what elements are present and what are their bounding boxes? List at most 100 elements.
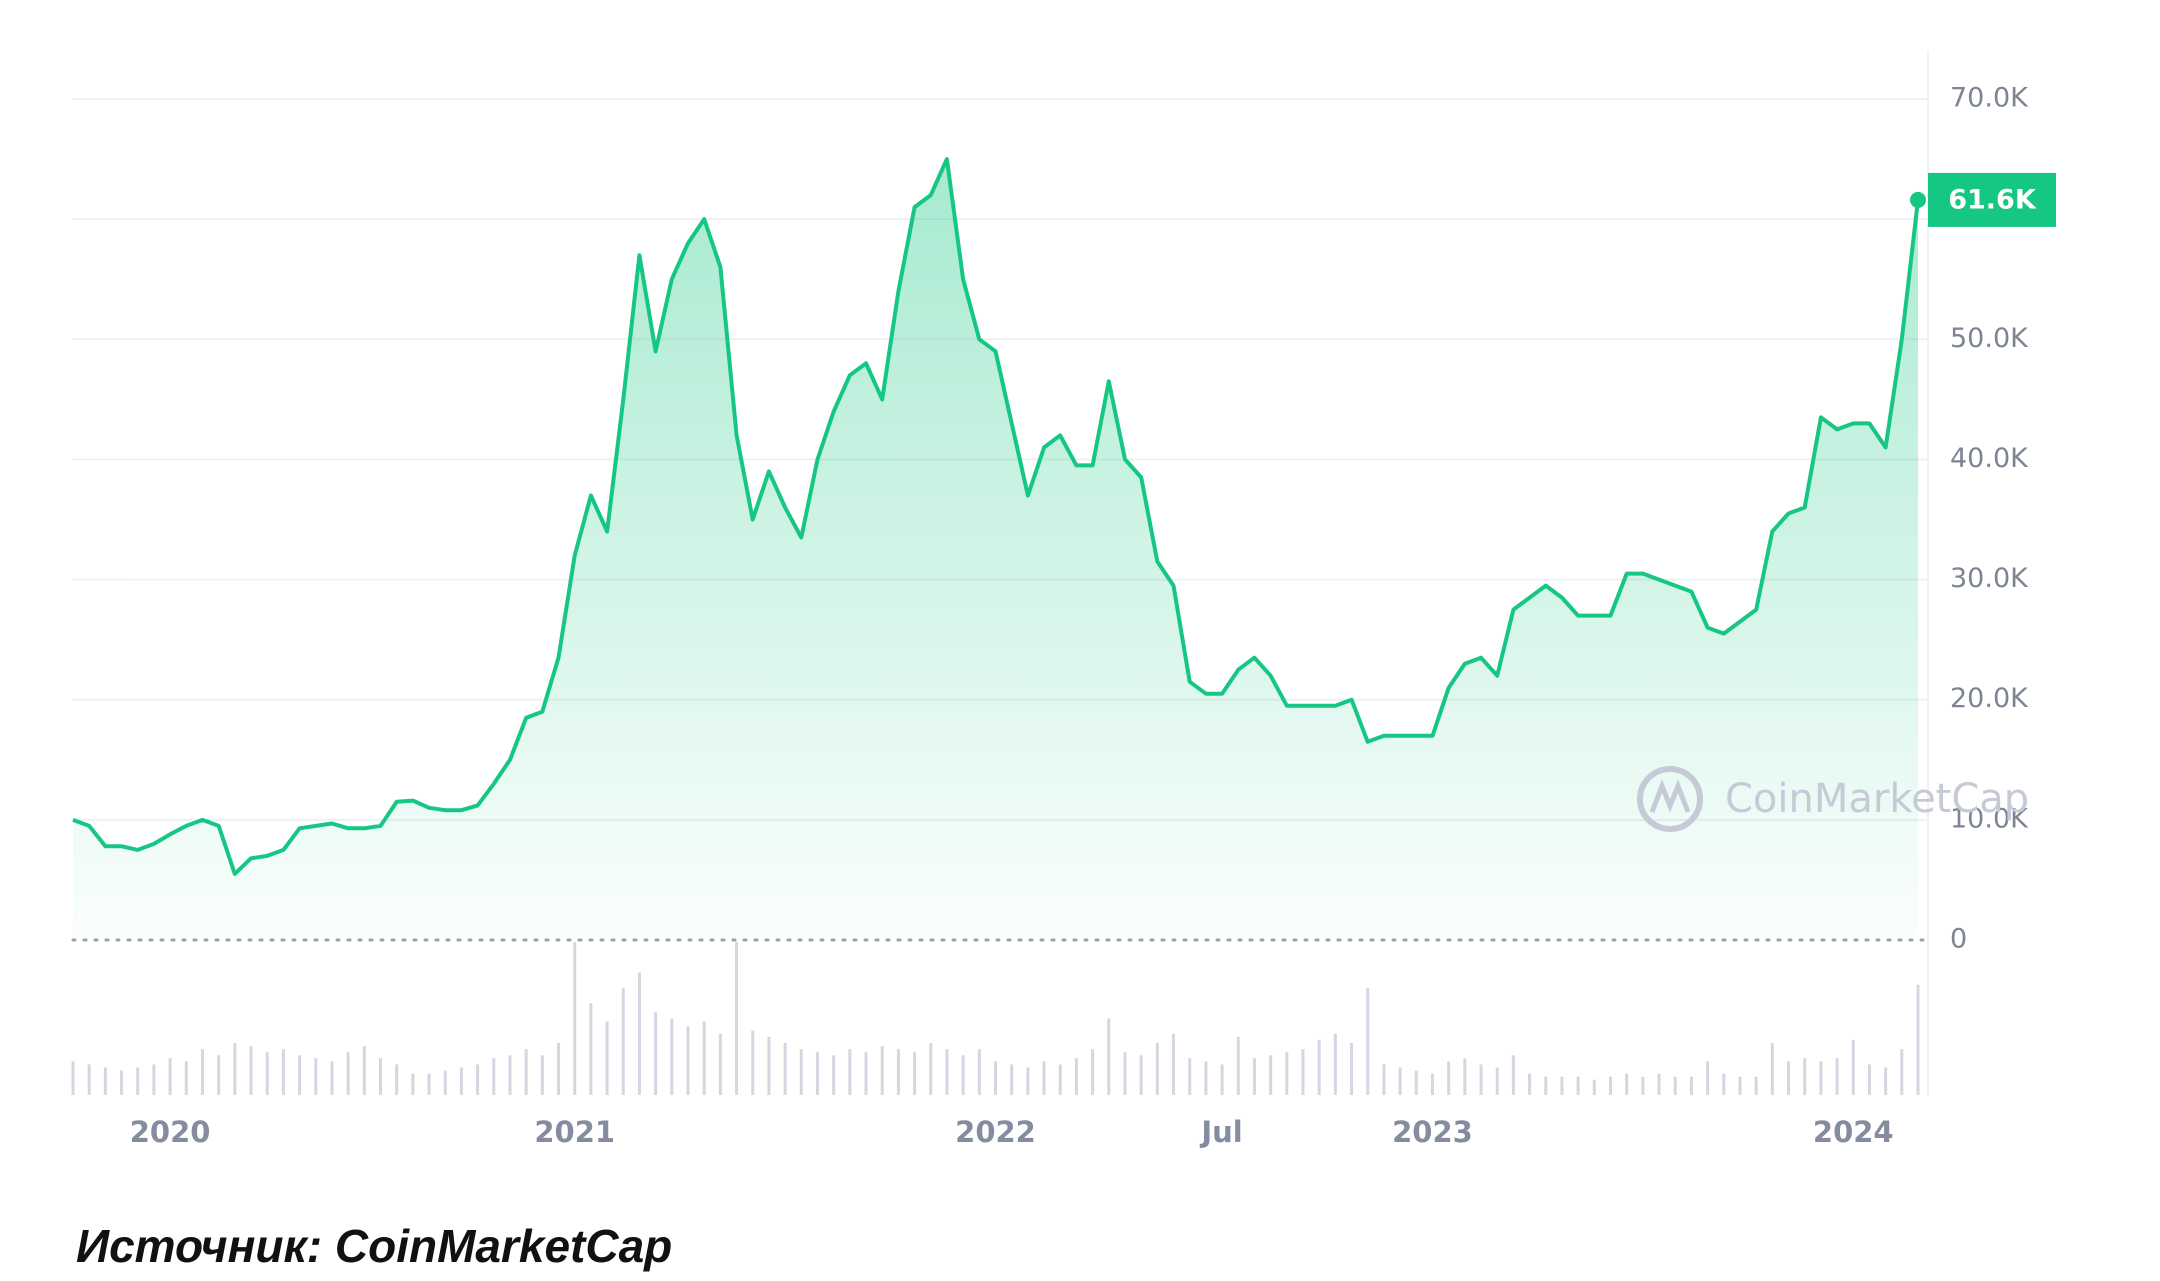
volume-bar	[540, 1055, 544, 1095]
volume-bar	[767, 1036, 771, 1095]
volume-bar	[1172, 1033, 1176, 1095]
volume-bar	[1058, 1064, 1062, 1095]
volume-bar	[832, 1055, 836, 1095]
volume-bar	[1155, 1042, 1159, 1095]
volume-bar	[815, 1052, 819, 1095]
volume-bar	[1188, 1058, 1192, 1095]
volume-bar	[1544, 1076, 1548, 1095]
volume-bar	[589, 1003, 593, 1095]
volume-bar	[443, 1070, 447, 1095]
volume-bar	[168, 1058, 172, 1095]
area-fill	[73, 159, 1918, 941]
volume-bar	[1867, 1064, 1871, 1095]
volume-bar	[1333, 1033, 1337, 1095]
watermark-logo	[1637, 766, 1703, 832]
volume-bar	[1722, 1073, 1726, 1095]
volume-bar	[314, 1058, 318, 1095]
volume-bar	[799, 1049, 803, 1095]
volume-bar	[1382, 1064, 1386, 1095]
volume-bar	[637, 972, 641, 1095]
volume-bar	[1787, 1061, 1791, 1095]
volume-bar	[524, 1049, 528, 1095]
y-tick-label: 10.0K	[1950, 803, 2029, 834]
volume-bar	[136, 1067, 140, 1095]
volume-bar	[573, 942, 577, 1095]
volume-bar	[783, 1042, 787, 1095]
current-dot	[1910, 191, 1926, 208]
volume-bar	[71, 1061, 75, 1095]
x-tick-label: 2024	[1813, 1115, 1894, 1149]
volume-bar	[184, 1061, 188, 1095]
x-tick-label: 2020	[130, 1115, 211, 1149]
volume-bar	[1350, 1042, 1354, 1095]
volume-bar	[751, 1030, 755, 1095]
x-tick-label: 2023	[1392, 1115, 1473, 1149]
volume-bar	[233, 1042, 237, 1095]
volume-bar	[152, 1064, 156, 1095]
watermark-text: CoinMarketCap	[1725, 776, 2029, 822]
volume-bar	[1560, 1076, 1564, 1095]
volume-bar	[476, 1064, 480, 1095]
volume-bar	[1835, 1058, 1839, 1095]
volume-bar	[1414, 1070, 1418, 1095]
watermark-logo	[1649, 779, 1691, 813]
volume-bar	[281, 1049, 285, 1095]
volume-bar	[994, 1061, 997, 1095]
y-tick-label: 30.0K	[1950, 563, 2029, 594]
volume-bar	[977, 1049, 981, 1095]
volume-bar	[1301, 1049, 1305, 1095]
volume-bar	[654, 1012, 658, 1095]
volume-bar	[200, 1049, 204, 1095]
volume-bar	[880, 1046, 884, 1095]
watermark: CoinMarketCap	[1637, 766, 2029, 832]
volume-bar	[1754, 1076, 1758, 1095]
volume-bar	[1317, 1039, 1321, 1095]
volume-bar	[427, 1073, 431, 1095]
volume-bar	[686, 1026, 690, 1095]
volume-bar	[1592, 1079, 1596, 1095]
volume-bar	[1447, 1061, 1451, 1095]
volume-bar	[1609, 1076, 1612, 1095]
volume-bar	[961, 1055, 965, 1095]
volume-bar	[913, 1052, 917, 1095]
volume-bar	[1657, 1073, 1661, 1095]
volume-bar	[1042, 1061, 1046, 1095]
volume-bar	[1285, 1052, 1289, 1095]
volume-bar	[1738, 1076, 1742, 1095]
volume-bar	[1269, 1055, 1273, 1095]
volume-bar	[379, 1058, 382, 1095]
volume-bar	[1430, 1073, 1434, 1095]
volume-bar	[217, 1055, 221, 1095]
volume-bar	[1123, 1052, 1127, 1095]
volume-bar	[330, 1061, 334, 1095]
volume-bar	[1528, 1073, 1532, 1095]
y-tick-label: 70.0K	[1950, 83, 2029, 114]
volume-bar	[621, 987, 625, 1095]
volume-bar	[1511, 1055, 1515, 1095]
volume-bar	[1463, 1058, 1467, 1095]
volume-bar	[557, 1042, 561, 1095]
volume-bar	[718, 1033, 722, 1095]
volume-bar	[1900, 1049, 1904, 1095]
volume-bar	[1916, 984, 1920, 1095]
volume-bar	[1139, 1055, 1143, 1095]
price-line	[72, 157, 1920, 876]
volume-bar	[864, 1052, 868, 1095]
price-badge-label: 61.6K	[1948, 184, 2037, 215]
volume-bar	[411, 1073, 415, 1095]
volume-bar	[395, 1064, 399, 1095]
volume-bar	[1673, 1076, 1677, 1095]
volume-bar	[362, 1046, 366, 1095]
volume-bar	[1625, 1073, 1629, 1095]
y-tick-label: 0	[1950, 924, 1967, 955]
volume-bar	[1366, 987, 1370, 1095]
y-tick-label: 20.0K	[1950, 683, 2029, 714]
volume-bar	[1091, 1049, 1095, 1095]
volume-bar	[298, 1055, 302, 1095]
volume-bar	[1204, 1061, 1208, 1095]
volume-bar	[1479, 1064, 1483, 1095]
volume-bar	[1706, 1061, 1710, 1095]
volume-bar	[1803, 1058, 1807, 1095]
volume-bar	[1819, 1061, 1823, 1095]
